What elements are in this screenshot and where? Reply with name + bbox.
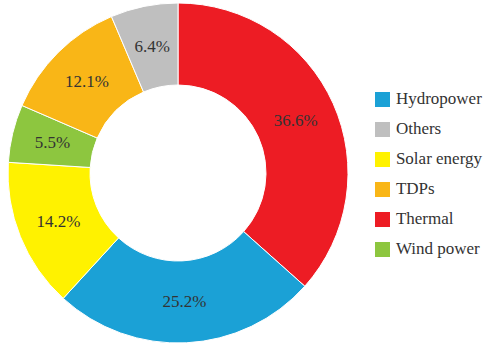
html-text:Hydropower: Hydropower bbox=[395, 88, 482, 108]
svg-text:36.6%: 36.6% bbox=[274, 111, 318, 130]
html-text:TDPs: TDPs bbox=[395, 178, 435, 198]
svg-text:6.4%: 6.4% bbox=[135, 37, 170, 56]
svg-text:5.5%: 5.5% bbox=[35, 133, 70, 152]
svg-text:25.2%: 25.2% bbox=[163, 292, 207, 311]
html-text:Solar energy: Solar energy bbox=[395, 148, 482, 168]
svg-text:14.2%: 14.2% bbox=[36, 212, 80, 231]
html-text:Others: Others bbox=[395, 118, 442, 138]
html-text:Wind power: Wind power bbox=[395, 238, 480, 258]
svg-text:12.1%: 12.1% bbox=[65, 72, 109, 91]
html-text:Thermal: Thermal bbox=[395, 208, 454, 228]
